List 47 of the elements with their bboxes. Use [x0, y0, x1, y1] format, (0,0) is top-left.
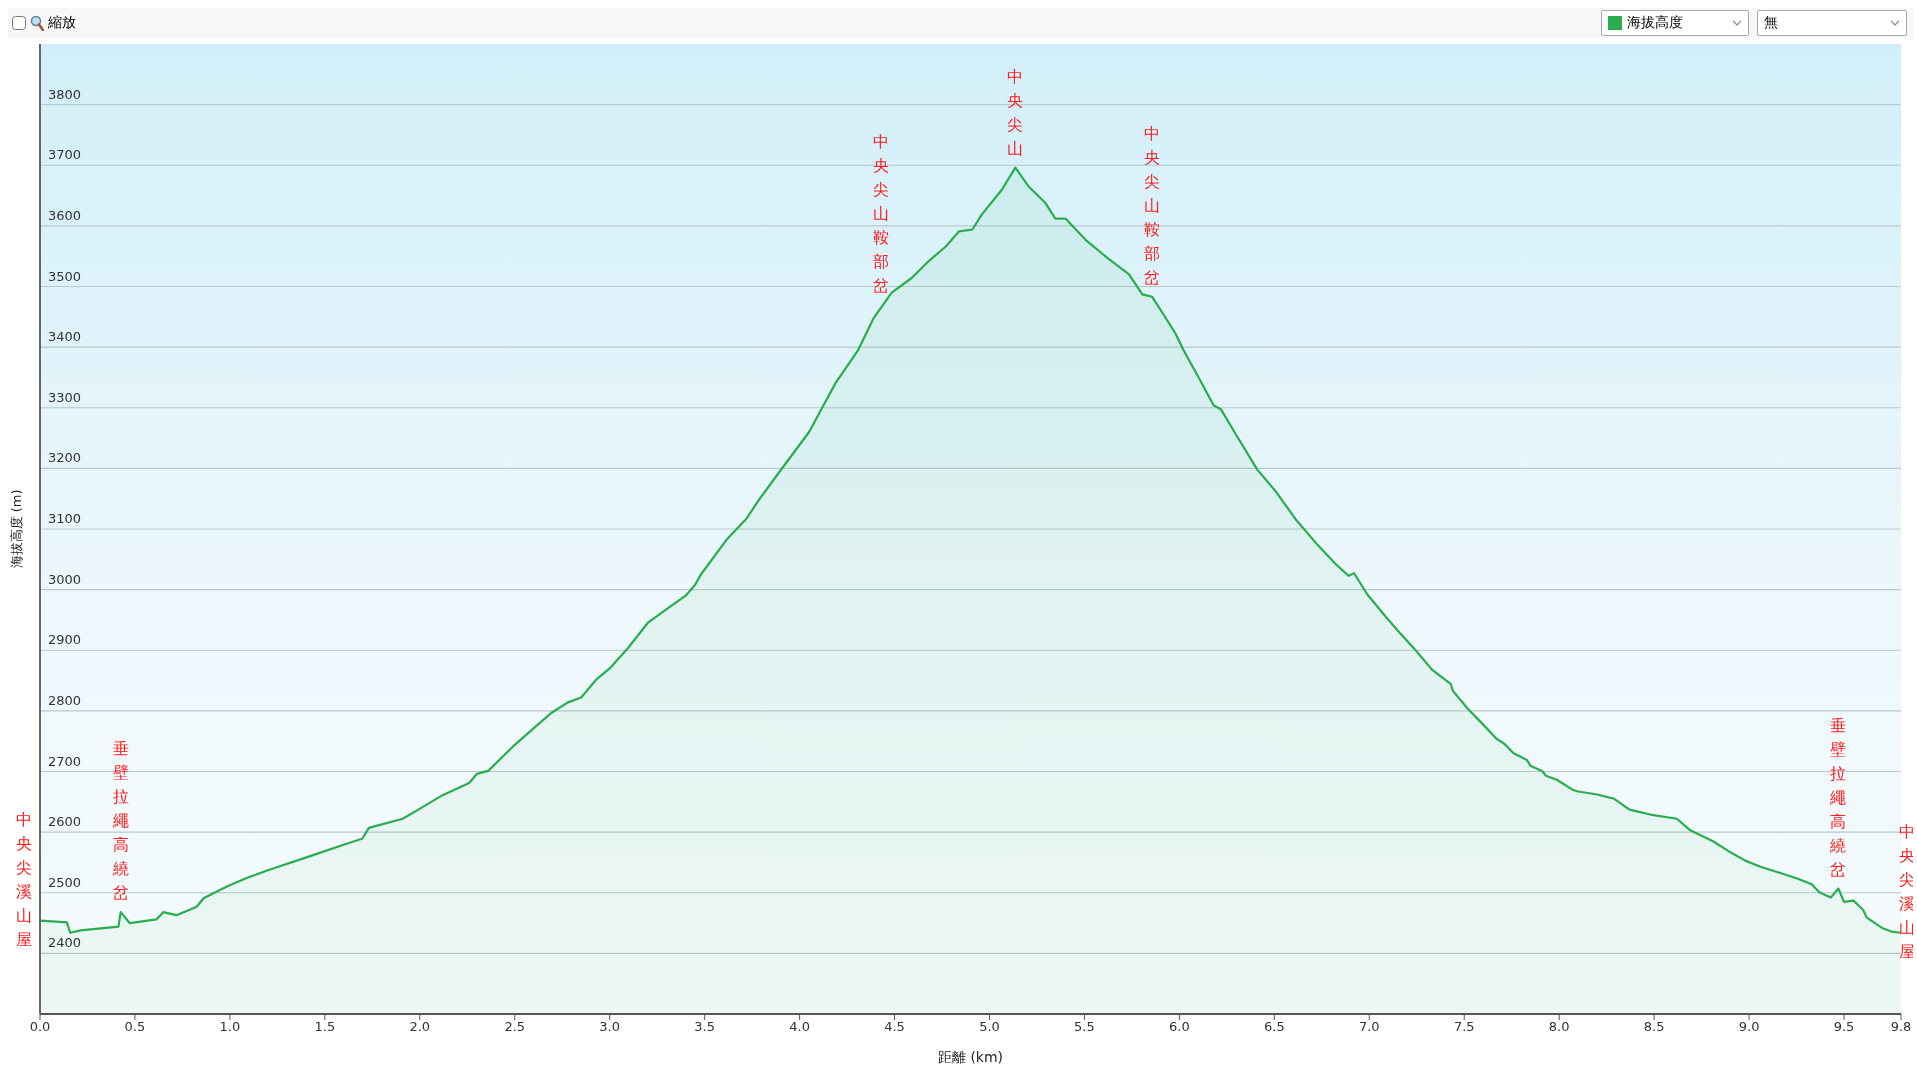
- x-tick-label: 7.0: [1358, 1019, 1380, 1035]
- y-tick-label: 3500: [48, 268, 82, 284]
- x-tick-label: 9.5: [1833, 1019, 1855, 1035]
- y-tick-label: 3800: [48, 86, 82, 102]
- text: 無: [1764, 14, 1779, 32]
- x-tick-label: 0.5: [124, 1019, 146, 1035]
- x-tick-label: 3.5: [694, 1019, 715, 1035]
- y-tick-label: 2500: [48, 874, 82, 890]
- annotation: 垂壁拉繩高繞岔: [111, 739, 129, 903]
- legend-label: 海拔高度: [1627, 14, 1684, 32]
- annotation: 中央尖山: [1007, 66, 1024, 158]
- x-tick-label: 2.0: [409, 1019, 431, 1035]
- x-tick-label: 5.0: [979, 1019, 1000, 1035]
- annotation: 中央尖溪山屋: [16, 809, 32, 949]
- y-tick-label: 3000: [48, 571, 82, 587]
- y-tick-label: 2600: [48, 814, 82, 830]
- x-tick-label: 0.0: [29, 1019, 51, 1035]
- x-tick-label: 6.0: [1169, 1019, 1190, 1035]
- x-tick-label: 7.5: [1453, 1019, 1475, 1035]
- y-tick-label: 3100: [48, 511, 82, 526]
- x-tick-label: 4.5: [884, 1019, 905, 1035]
- x-tick-label: 8.5: [1643, 1019, 1665, 1035]
- x-tick-label: 6.5: [1263, 1019, 1285, 1035]
- y-tick-label: 2400: [48, 935, 82, 951]
- y-tick-label: 3400: [48, 329, 82, 345]
- x-tick-label: 4.0: [789, 1019, 810, 1035]
- y-tick-label: 3300: [48, 389, 82, 405]
- x-tick-label: 9.0: [1738, 1019, 1760, 1035]
- annotation: 中央尖山鞍部岔: [1144, 123, 1161, 287]
- annotation: 垂壁拉繩高繞岔: [1829, 715, 1847, 879]
- annotation: 中央尖山鞍部岔: [873, 131, 890, 295]
- x-tick-label: 1.5: [314, 1019, 336, 1035]
- text: 縮放: [48, 14, 76, 32]
- x-axis-title: 距離 (km): [937, 1049, 1004, 1065]
- y-tick-label: 2900: [48, 632, 82, 648]
- x-tick-label: 5.5: [1074, 1019, 1095, 1035]
- x-tick-label: 8.0: [1548, 1019, 1570, 1035]
- y-tick-label: 3200: [48, 450, 82, 466]
- y-axis-title: 海拔高度 (m): [8, 489, 24, 569]
- y-tick-label: 3600: [48, 207, 82, 223]
- y-tick-label: 3700: [48, 147, 82, 163]
- x-tick-label: 1.0: [219, 1019, 241, 1035]
- x-tick-label: 2.5: [504, 1019, 526, 1035]
- x-tick-label: 9.8: [1890, 1019, 1912, 1035]
- y-tick-label: 2800: [48, 692, 82, 708]
- x-tick-label: 3.0: [599, 1019, 621, 1035]
- y-tick-label: 2700: [48, 753, 82, 769]
